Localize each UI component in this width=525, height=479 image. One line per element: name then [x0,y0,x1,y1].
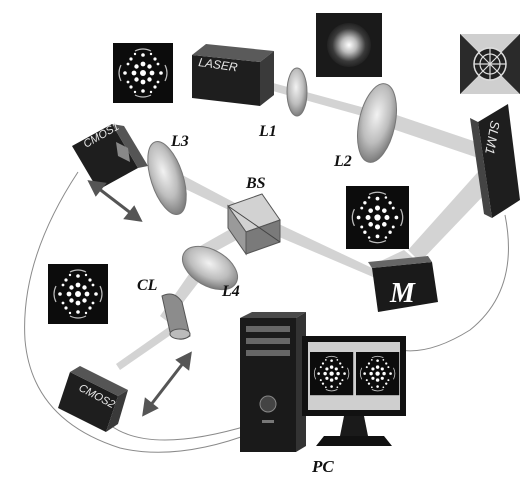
mirror-m [368,256,438,312]
lens-l2 [357,83,397,163]
cmos2-camera: CMOS2 [58,366,128,432]
pc-tower [240,312,306,452]
slm: SLM1 [470,104,520,218]
label-m: M [389,278,416,309]
label-l1: L1 [258,123,277,140]
lens-l3 [147,141,187,215]
cable-cmos1 [24,171,261,453]
lens-l1 [286,67,308,117]
label-cl: CL [137,277,158,294]
lens-l4 [182,245,238,291]
slm-label: SLM1 [482,119,503,155]
monitor-screen-pattern-left [309,351,354,396]
pc-monitor [302,336,406,446]
cylindrical-lens [161,293,191,340]
beam-splitter [227,193,281,256]
label-pc: PC [311,457,334,476]
cable-cmos2 [109,424,251,441]
label-l4: L4 [221,283,240,300]
laser: LASER [192,44,274,106]
translation-arrow-cmos2 [142,351,192,417]
cmos1-camera: CMOS1 [72,121,148,190]
mode-pattern-inset-2 [345,185,410,250]
label-l3: L3 [170,133,189,150]
laser-label: LASER [198,55,239,74]
mode-pattern-inset-1 [112,42,174,104]
gaussian-profile [316,13,382,77]
label-l2: L2 [333,153,352,170]
cable-slm [399,214,509,352]
slm-hologram [460,34,520,94]
mode-pattern-inset-3 [47,263,109,325]
monitor-screen-pattern-right [355,351,400,396]
translation-arrow-cmos1 [87,180,143,222]
label-bs: BS [245,175,266,192]
